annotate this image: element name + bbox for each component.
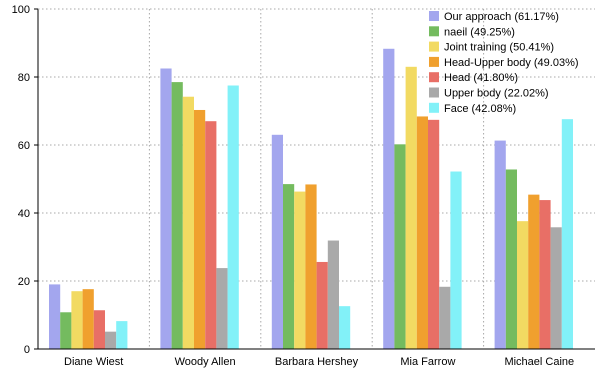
- bar: [227, 85, 239, 349]
- bar: [93, 310, 105, 349]
- bar: [171, 82, 183, 349]
- legend-swatch: [429, 102, 439, 113]
- bar: [182, 96, 194, 349]
- bar: [116, 321, 128, 349]
- y-tick-label: 100: [12, 4, 30, 16]
- y-tick-label: 60: [18, 140, 30, 152]
- legend-label: Joint training (50.41%): [444, 42, 554, 54]
- legend-swatch: [429, 56, 439, 67]
- bar: [505, 169, 517, 349]
- bar: [494, 140, 506, 349]
- bar: [339, 306, 351, 349]
- legend-label: Head-Upper body (49.03%): [444, 57, 579, 69]
- legend-label: Upper body (22.02%): [444, 88, 549, 100]
- bar: [561, 119, 573, 349]
- y-tick-label: 40: [18, 208, 30, 220]
- bar: [305, 184, 317, 349]
- bar: [271, 134, 283, 349]
- bar: [60, 312, 72, 349]
- y-tick-label: 80: [18, 72, 30, 84]
- bar: [528, 194, 540, 349]
- bar: [383, 48, 395, 349]
- x-category-label: Diane Wiest: [64, 356, 123, 368]
- bar: [49, 284, 61, 349]
- x-category-label: Michael Caine: [504, 356, 574, 368]
- legend-label: Head (41.80%): [444, 72, 518, 84]
- bar: [216, 268, 228, 349]
- bar: [105, 331, 117, 349]
- legend: Our approach (61.17%) naeil (49.25%) Joint…: [429, 11, 579, 115]
- bar: [550, 227, 562, 349]
- bar: [82, 289, 94, 349]
- legend-swatch: [429, 26, 439, 37]
- bar: [450, 171, 462, 349]
- axes: 0 20 40 60 80 100 Diane Wiest Woody Allen Barbar…: [12, 4, 595, 368]
- x-category-label: Barbara Hershey: [275, 356, 359, 368]
- bar: [439, 286, 451, 349]
- bar: [294, 191, 306, 349]
- bar: [428, 119, 440, 349]
- bar: [327, 240, 339, 349]
- bar: [316, 261, 328, 349]
- legend-swatch: [429, 72, 439, 83]
- bar: [416, 116, 428, 349]
- legend-label: Our approach (61.17%): [444, 11, 559, 23]
- legend-label: naeil (49.25%): [444, 26, 515, 38]
- legend-swatch: [429, 87, 439, 98]
- bar: [405, 66, 417, 350]
- legend-swatch: [429, 11, 439, 21]
- bar: [71, 291, 83, 349]
- y-tick-label: 0: [24, 344, 30, 356]
- x-category-label: Mia Farrow: [400, 356, 455, 368]
- bar: [194, 109, 206, 349]
- bar: [539, 200, 551, 349]
- legend-label: Face (42.08%): [444, 103, 516, 115]
- bar: [394, 144, 406, 349]
- bars: [49, 48, 573, 350]
- x-category-label: Woody Allen: [175, 356, 236, 368]
- bar: [160, 68, 172, 349]
- y-tick-label: 20: [18, 276, 30, 288]
- legend-swatch: [429, 41, 439, 52]
- bar: [205, 121, 217, 349]
- bar: [517, 221, 529, 349]
- bar: [283, 184, 295, 349]
